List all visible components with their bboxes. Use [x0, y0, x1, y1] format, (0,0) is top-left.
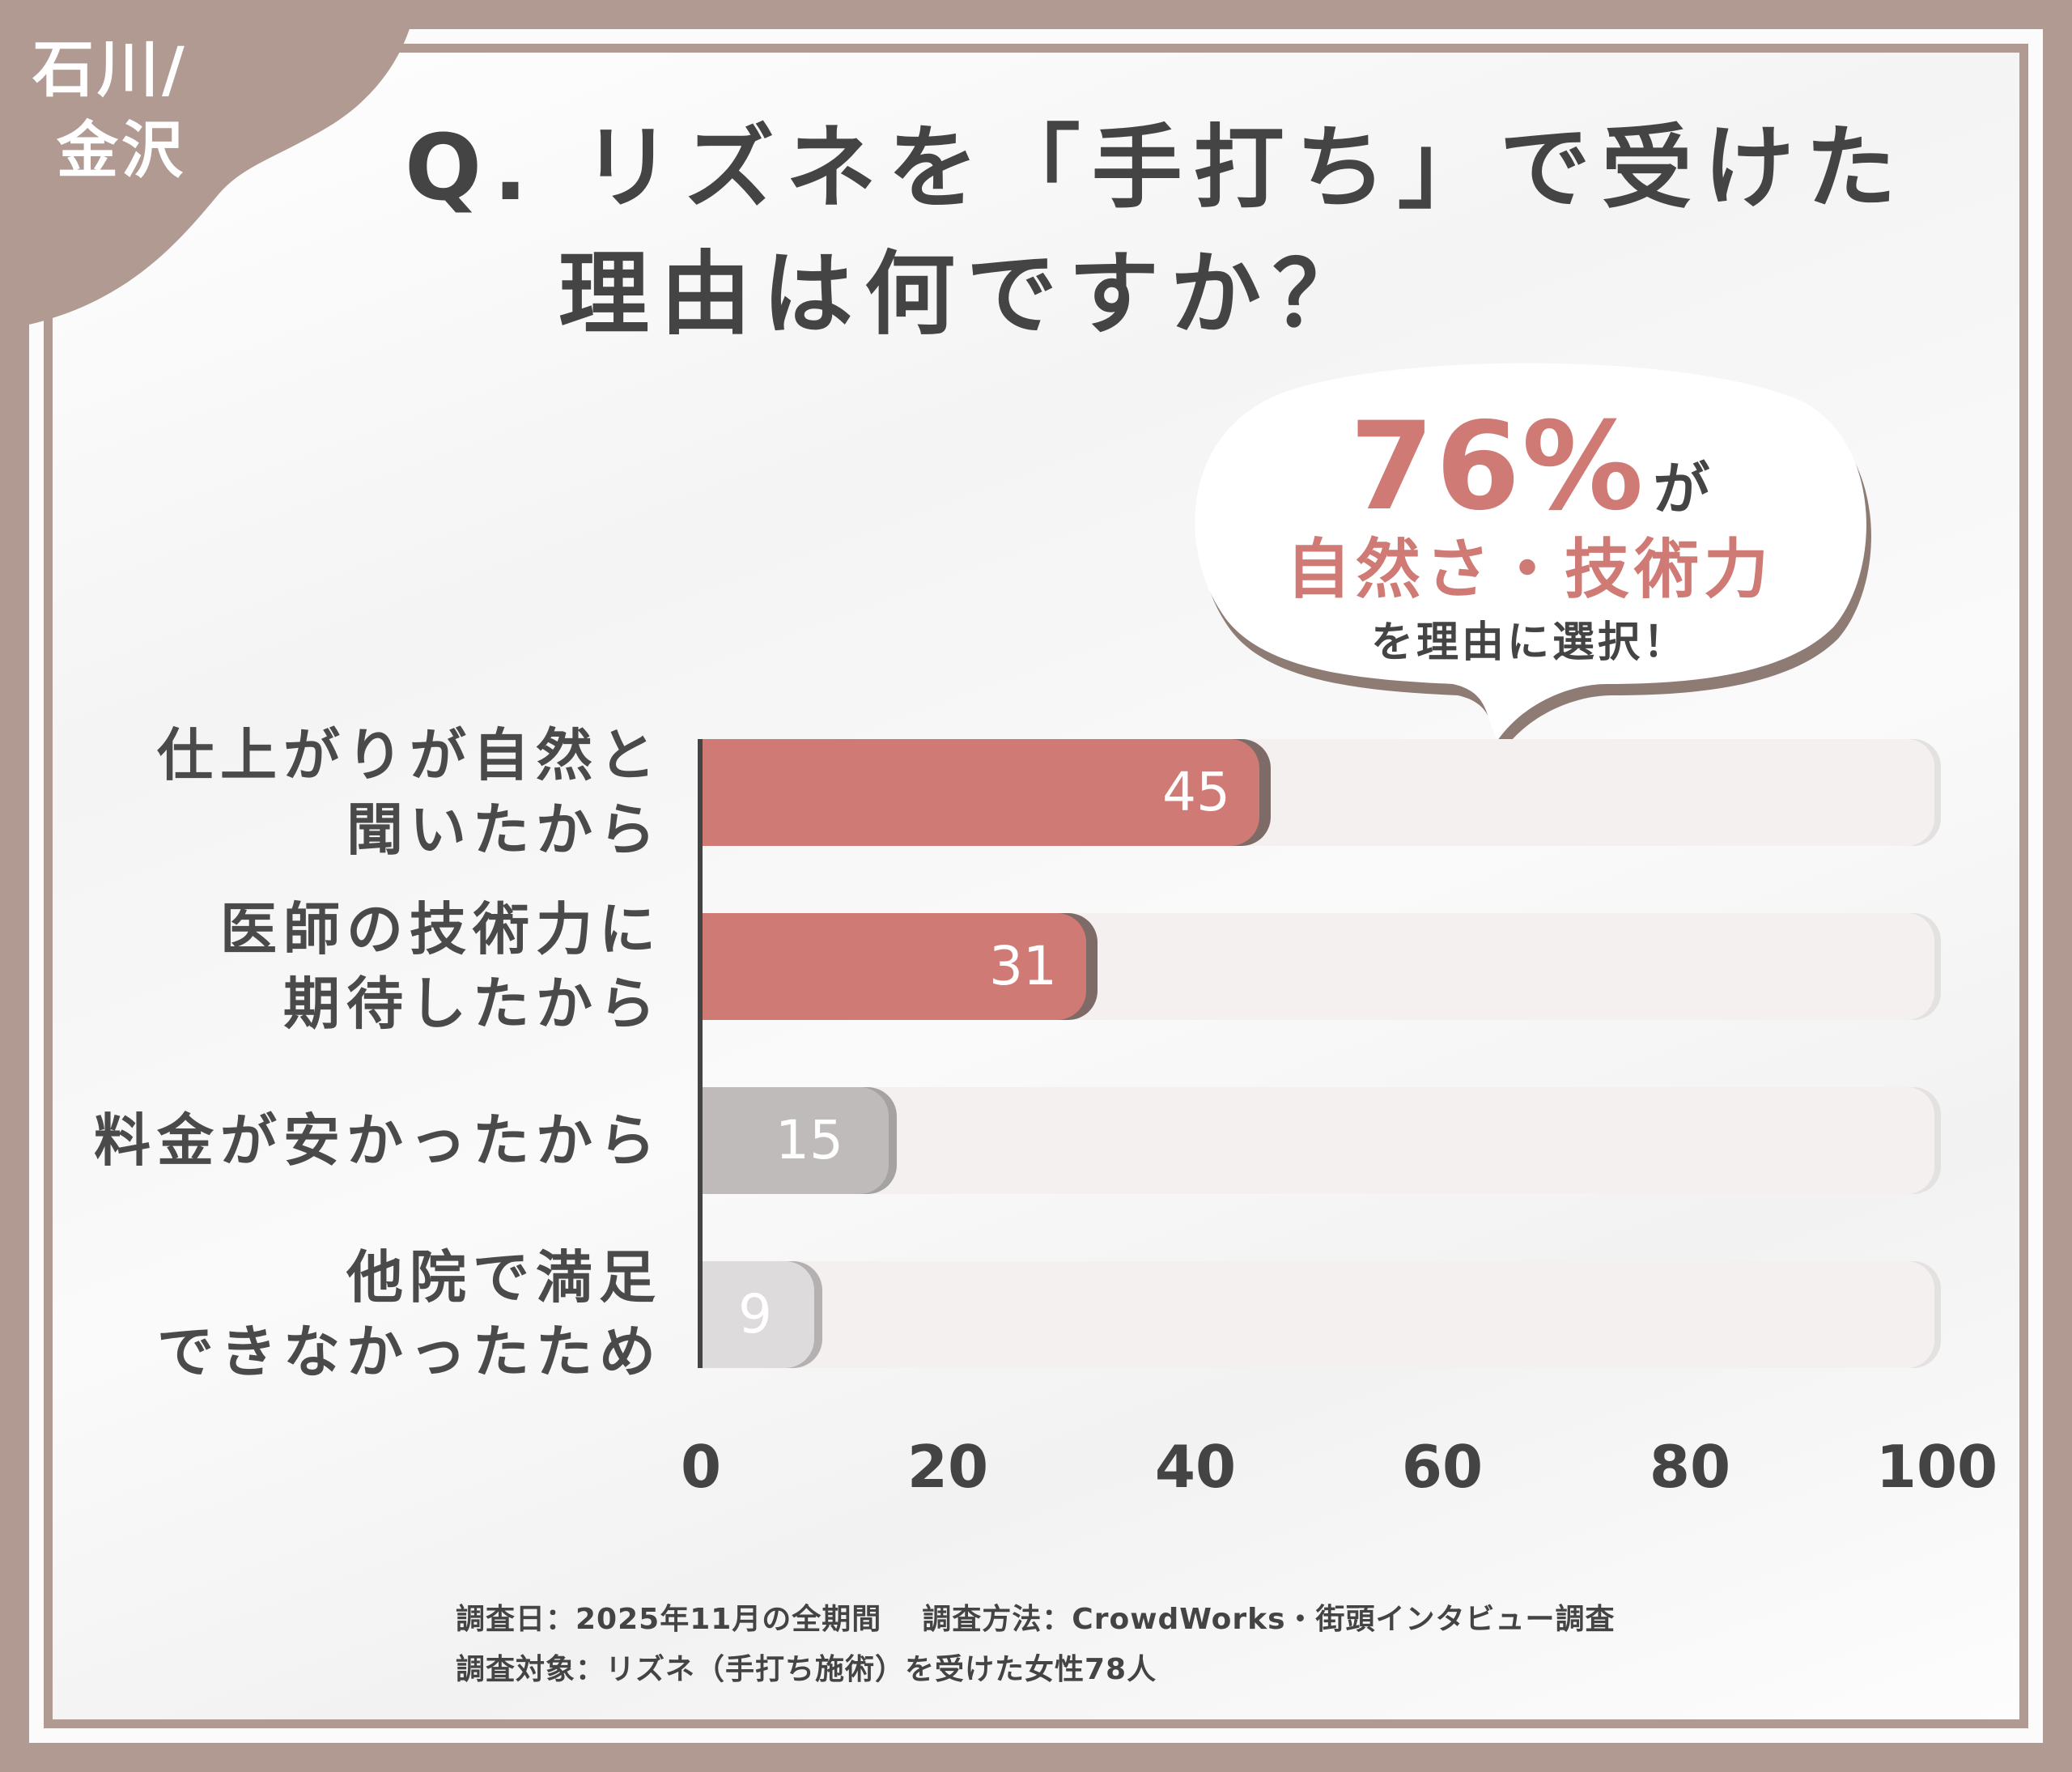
bar-value: 31	[989, 935, 1057, 997]
page-title: Q. リズネを「手打ち」で受けた 理由は何ですか？	[405, 105, 1991, 358]
region-line-1: 石川/	[32, 33, 188, 105]
y-axis-line	[698, 739, 703, 1368]
title-line-1: Q. リズネを「手打ち」で受けた	[405, 116, 1908, 221]
category-label: 医師の技術力に 期待したから	[47, 892, 662, 1041]
corner-blob-shape	[0, 0, 417, 330]
survey-date: 調査日：2025年11月の全期間	[456, 1603, 882, 1636]
bar-value: 15	[775, 1109, 843, 1171]
x-tick: 60	[1401, 1433, 1484, 1501]
frame-inner	[44, 44, 2028, 1728]
survey-target: 調査対象：リズネ（手打ち施術）を受けた女性78人	[456, 1653, 1157, 1686]
category-label: 仕上がりが自然と 聞いたから	[47, 718, 662, 867]
bar-value: 45	[1162, 761, 1230, 823]
x-tick: 20	[906, 1433, 989, 1501]
category-label-line: 他院で満足	[346, 1244, 662, 1311]
bar-value: 9	[738, 1283, 772, 1345]
x-tick: 100	[1875, 1433, 1998, 1501]
category-label-line: 仕上がりが自然と	[157, 722, 662, 788]
bar-unsatisfied-elsewhere: 9	[703, 1261, 814, 1368]
callout-highlight: 自然さ・技術力	[1286, 532, 1773, 607]
survey-footer: 調査日：2025年11月の全期間 調査方法：CrowdWorks・街頭インタビュー…	[456, 1595, 1616, 1695]
title-line-2: 理由は何ですか？	[558, 242, 1374, 347]
survey-method: 調査方法：CrowdWorks・街頭インタビュー調査	[922, 1603, 1616, 1636]
bar-track	[703, 1261, 1934, 1368]
callout-text: 76% が 自然さ・技術力 を理由に選択！	[1186, 397, 1874, 675]
bar-low-price: 15	[703, 1087, 889, 1194]
x-tick: 0	[680, 1433, 722, 1501]
category-label-line: できなかったため	[157, 1319, 662, 1385]
speech-bubble	[1195, 363, 1871, 741]
bar-track	[703, 1087, 1934, 1194]
callout-ga: が	[1653, 456, 1710, 522]
category-label-line: 期待したから	[283, 971, 662, 1037]
x-tick: 80	[1649, 1433, 1731, 1501]
category-label-line: 医師の技術力に	[220, 896, 662, 962]
callout-tail: を理由に選択！	[1370, 618, 1688, 667]
callout-percent: 76%	[1349, 397, 1645, 538]
category-label-line: 聞いたから	[346, 797, 662, 863]
region-label: 石川/ 金沢	[32, 29, 227, 191]
category-label-line: 料金が安かったから	[94, 1107, 662, 1174]
category-label: 他院で満足 できなかったため	[47, 1240, 662, 1389]
x-tick: 40	[1154, 1433, 1237, 1501]
bar-natural-finish: 45	[703, 739, 1259, 846]
category-label: 料金が安かったから	[47, 1103, 662, 1178]
bar-doctor-skill: 31	[703, 913, 1086, 1020]
region-line-2: 金沢	[57, 114, 186, 186]
